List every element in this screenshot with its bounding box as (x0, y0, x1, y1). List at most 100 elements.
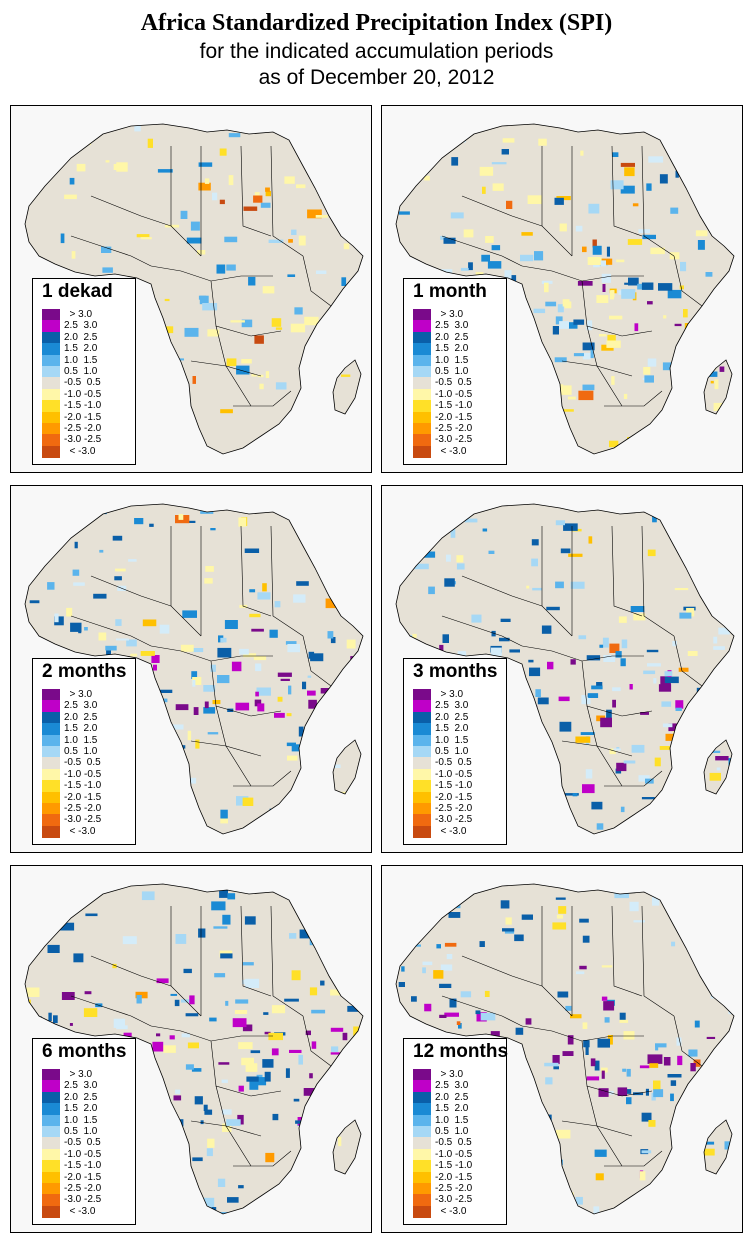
legend-label: 0.5 1.0 (435, 366, 469, 377)
coastline (395, 883, 735, 1215)
legend-label: -1.5 -1.0 (435, 1160, 473, 1172)
legend-swatch (42, 354, 60, 367)
spi-cell (727, 526, 734, 532)
spi-cell (351, 534, 363, 539)
spi-cell (71, 251, 76, 259)
spi-cell (480, 1012, 496, 1021)
legend-row: < -3.0 (42, 445, 132, 458)
spi-cell (239, 648, 249, 655)
spi-cell (510, 672, 524, 680)
panel-period-label: 12 months (413, 1041, 509, 1062)
legend-row: 1.5 2.0 (413, 723, 503, 736)
legend-row: 2.5 3.0 (42, 700, 132, 713)
spi-cell (249, 613, 261, 618)
spi-cell (686, 531, 697, 538)
spi-cell (322, 1110, 334, 1115)
madagascar-land (333, 360, 361, 414)
spi-cell (662, 723, 673, 728)
spi-cell (341, 374, 351, 377)
spi-cell (725, 178, 731, 185)
spi-cell (579, 965, 587, 970)
spi-cell (275, 884, 284, 887)
spi-panel: 3 months > 3.0 2.5 3.0 2.0 2.5 1.5 2.0 1.0 1… (381, 485, 743, 853)
spi-cell (652, 896, 660, 906)
spi-cell (703, 1072, 707, 1078)
spi-cell (595, 1173, 604, 1181)
spi-cell (581, 695, 591, 705)
spi-cell (85, 913, 98, 917)
spi-cell (674, 323, 682, 327)
spi-cell (293, 594, 306, 603)
country-border (581, 660, 653, 717)
legend-swatch (42, 803, 60, 815)
spi-cell (227, 1197, 239, 1203)
spi-cell (181, 999, 194, 1003)
spi-cell (475, 272, 484, 277)
spi-cell (672, 641, 677, 647)
spi-cell (288, 239, 293, 243)
spi-cell (204, 578, 213, 584)
spi-cell (641, 1150, 652, 1154)
spi-cell (225, 1000, 229, 1006)
spi-cell (317, 177, 321, 187)
spi-cell (401, 966, 405, 972)
spi-cell (48, 915, 63, 920)
legend-label: -2.0 -1.5 (435, 791, 473, 803)
spi-cell (296, 184, 306, 189)
spi-cell (220, 637, 227, 643)
spi-cell (271, 1048, 279, 1056)
spi-cell (718, 627, 730, 635)
spi-cell (615, 651, 622, 658)
spi-cell (464, 886, 468, 889)
spi-cell (212, 700, 221, 705)
spi-cell (458, 1023, 462, 1029)
legend-swatch (413, 411, 431, 424)
spi-cell (552, 326, 559, 335)
spi-cell (325, 1082, 339, 1088)
legend-row: -0.5 0.5 (42, 1137, 132, 1150)
legend-row: 1.5 2.0 (42, 343, 132, 356)
legend-label: -2.0 -1.5 (435, 1171, 473, 1183)
spi-cell (330, 947, 346, 952)
spi-cell (628, 277, 639, 286)
legend-row: 2.0 2.5 (413, 331, 503, 344)
legend-swatch (42, 1080, 60, 1093)
legend-label: -0.5 0.5 (64, 1137, 101, 1149)
spi-cell (556, 914, 563, 919)
spi-cell (289, 1049, 302, 1053)
spi-cell (737, 1201, 742, 1207)
spi-cell (702, 823, 712, 830)
country-border (673, 1015, 703, 1067)
spi-cell (562, 299, 570, 307)
spi-cell (73, 953, 84, 963)
spi-cell (80, 894, 85, 904)
spi-cell (53, 1015, 58, 1024)
legend-row: 1.0 1.5 (42, 354, 132, 367)
spi-cell (593, 1206, 600, 1214)
madagascar-coastline (332, 359, 362, 415)
spi-cell (675, 700, 684, 709)
legend-label: -3.0 -2.5 (64, 814, 102, 826)
spi-cell (646, 183, 652, 191)
spi-cell (678, 667, 689, 672)
spi-cell (93, 593, 107, 599)
spi-cell (623, 393, 628, 399)
spi-cell (396, 561, 405, 568)
spi-cell (136, 995, 142, 1004)
spi-cell (290, 323, 306, 333)
legend-swatch (42, 343, 60, 356)
spi-cell (499, 637, 510, 642)
spi-cell (264, 1031, 271, 1035)
legend-row: -1.5 -1.0 (413, 780, 503, 793)
spi-cell (200, 1120, 204, 1125)
spi-cell (285, 641, 297, 645)
spi-cell (515, 1100, 524, 1109)
spi-cell (156, 978, 169, 984)
spi-cell (347, 1005, 361, 1012)
spi-cell (255, 663, 262, 672)
legend-swatch (413, 400, 431, 413)
spi-cell (31, 1016, 42, 1025)
spi-cell (25, 267, 38, 272)
legend-label: -2.0 -1.5 (64, 411, 102, 423)
spi-cell (568, 553, 583, 557)
